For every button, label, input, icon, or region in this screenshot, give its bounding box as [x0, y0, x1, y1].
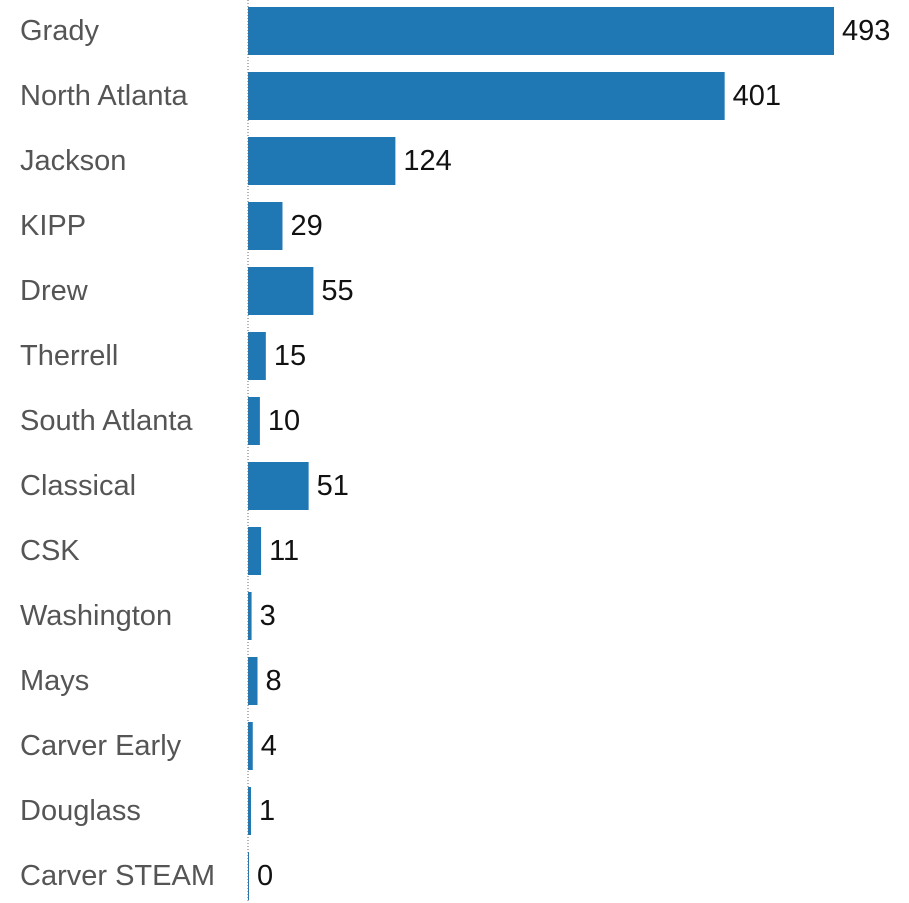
bar-grady: [248, 7, 834, 55]
value-label: 8: [266, 665, 282, 697]
bars-group: [248, 7, 834, 900]
bar-south-atlanta: [248, 397, 260, 445]
value-label: 15: [274, 340, 306, 372]
bar-washington: [248, 592, 252, 640]
bar-drew: [248, 267, 314, 315]
category-label: Carver Early: [20, 730, 182, 762]
category-label: Grady: [20, 15, 99, 47]
category-label: Douglass: [20, 795, 141, 827]
bar-csk: [248, 527, 262, 575]
value-label: 55: [321, 275, 353, 307]
value-label: 29: [290, 210, 322, 242]
category-label: Classical: [20, 470, 136, 502]
bar-classical: [248, 462, 309, 510]
category-label: South Atlanta: [20, 405, 193, 437]
bar-mays: [248, 657, 258, 705]
category-labels: Grady North Atlanta Jackson KIPP Drew Therrel…: [20, 15, 215, 892]
value-label: 401: [733, 80, 781, 112]
value-label: 0: [257, 860, 273, 892]
category-label: Drew: [20, 275, 89, 307]
bar-north-atlanta: [248, 72, 725, 120]
bar-jackson: [248, 137, 396, 185]
value-label: 1: [259, 795, 275, 827]
bar-therrell: [248, 332, 266, 380]
value-label: 11: [269, 535, 299, 567]
value-label: 4: [261, 730, 277, 762]
bar-carver-early: [248, 722, 253, 770]
category-label: CSK: [20, 535, 80, 567]
bar-kipp: [248, 202, 283, 250]
category-label: North Atlanta: [20, 80, 189, 112]
value-label: 124: [403, 145, 451, 177]
value-label: 3: [260, 600, 276, 632]
category-label: Jackson: [20, 145, 126, 177]
bar-douglass: [248, 787, 251, 835]
category-label: Therrell: [20, 340, 118, 372]
category-label: Washington: [20, 600, 172, 632]
value-label: 51: [317, 470, 349, 502]
value-label: 493: [842, 15, 890, 47]
category-label: KIPP: [20, 210, 86, 242]
category-label: Carver STEAM: [20, 860, 215, 892]
value-label: 10: [268, 405, 300, 437]
category-label: Mays: [20, 665, 89, 697]
